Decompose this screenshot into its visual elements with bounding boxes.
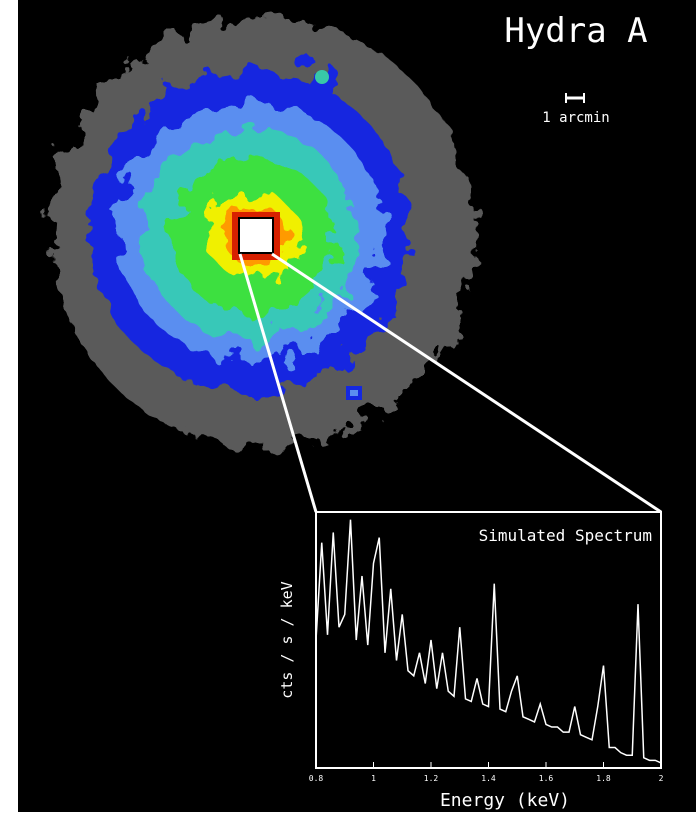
figure: Hydra A 1 arcmin Simulated Spectrum Ener… — [0, 0, 696, 812]
scale-label: 1 arcmin — [542, 110, 609, 126]
x-tick-label: 1.2 — [424, 774, 439, 783]
x-tick-label: 0.8 — [309, 774, 324, 783]
x-tick-label: 2 — [659, 774, 664, 783]
x-tick-label: 1.6 — [539, 774, 554, 783]
x-tick-label: 1.4 — [481, 774, 496, 783]
y-axis-label: cts / s / keV — [278, 581, 296, 698]
point-source — [315, 70, 329, 84]
x-tick-label: 1 — [371, 774, 376, 783]
point-source — [350, 390, 358, 396]
core-box — [239, 218, 273, 253]
inset-title: Simulated Spectrum — [479, 526, 652, 545]
x-tick-label: 1.8 — [596, 774, 611, 783]
title: Hydra A — [504, 11, 647, 51]
x-axis-label: Energy (keV) — [440, 790, 570, 811]
